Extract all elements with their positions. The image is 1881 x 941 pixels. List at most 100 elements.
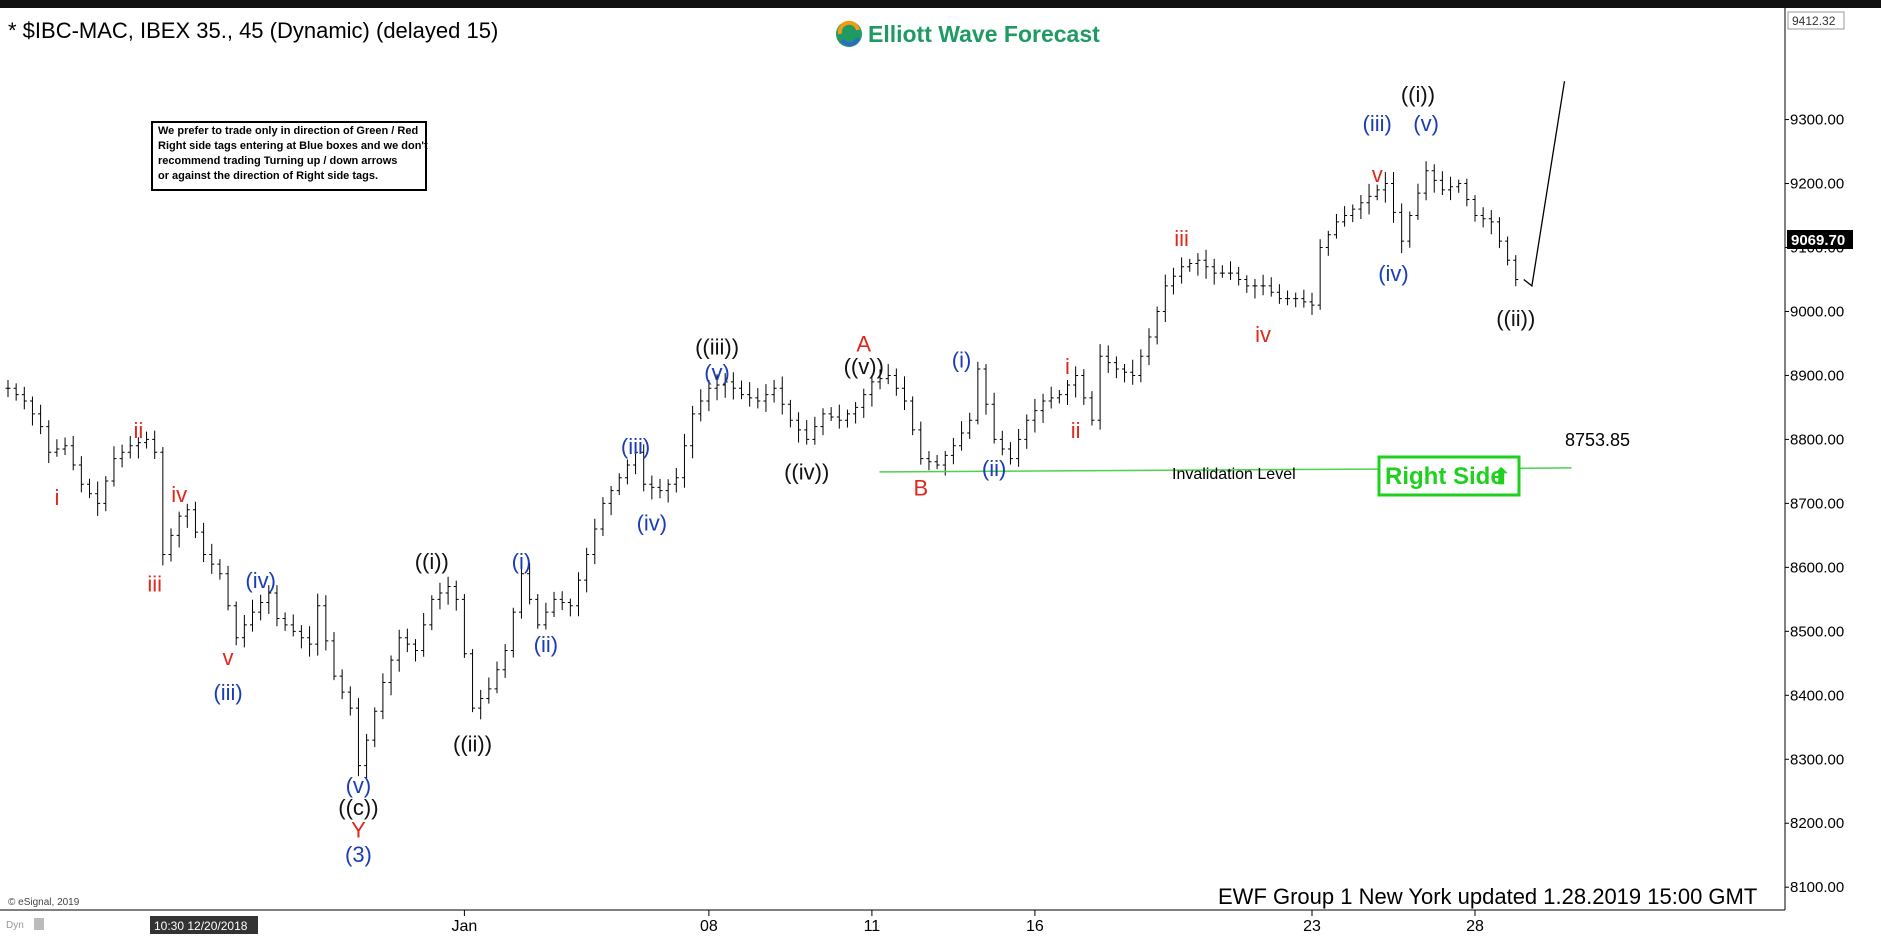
price-tick-label: 8900.00	[1790, 367, 1844, 384]
price-bar	[999, 430, 1005, 456]
chart-title: * $IBC-MAC, IBEX 35., 45 (Dynamic) (dela…	[8, 18, 498, 43]
price-bar	[1203, 249, 1209, 279]
price-bar	[388, 655, 394, 696]
price-bars	[5, 161, 1519, 779]
price-bar	[527, 562, 533, 605]
price-bar	[722, 373, 728, 398]
price-bar	[975, 361, 981, 425]
price-bar	[323, 595, 329, 651]
wave-label: iii	[147, 571, 162, 596]
top-price-box	[1787, 11, 1845, 30]
wave-label: ((c))	[338, 795, 378, 820]
price-bar	[673, 468, 679, 493]
price-bar	[576, 572, 581, 617]
wave-label: v	[1372, 162, 1383, 187]
right-side-tag: Right Side ⬆	[1377, 455, 1521, 497]
dyn-toggle[interactable]	[34, 918, 44, 930]
price-bar	[1293, 292, 1299, 308]
price-bar	[518, 567, 524, 619]
time-axis-ticks: Jan 08 11 16 23 28	[452, 910, 1484, 935]
wave-label: ((ii))	[1496, 306, 1535, 331]
price-bar	[959, 421, 965, 451]
price-bar	[1407, 211, 1413, 248]
wave-label: iv	[171, 482, 187, 507]
wave-label: A	[856, 331, 871, 356]
wave-label: iii	[1174, 226, 1189, 251]
price-tick-label: 8100.00	[1790, 879, 1844, 896]
price-bar	[592, 518, 598, 565]
price-bar	[1268, 277, 1274, 297]
price-bar	[991, 392, 997, 444]
price-bar	[633, 448, 639, 475]
price-bar	[1423, 161, 1429, 201]
price-bar	[282, 612, 288, 631]
wave-label: (iii)	[621, 434, 650, 459]
price-bar	[1236, 267, 1242, 286]
price-bar	[372, 707, 378, 748]
trading-note-line-2: Right side tags entering at Blue boxes a…	[158, 140, 428, 152]
price-bar	[820, 408, 826, 436]
wave-label: (iv)	[1378, 261, 1409, 286]
price-bar	[1325, 230, 1331, 256]
price-bar	[1448, 176, 1454, 201]
price-bar	[1464, 178, 1470, 207]
price-bar	[1162, 274, 1168, 322]
price-bar	[1097, 344, 1103, 430]
price-bar	[1056, 390, 1062, 404]
price-tick-label: 8700.00	[1790, 495, 1844, 512]
price-bar	[649, 475, 655, 500]
price-bar	[87, 478, 92, 499]
wave-label: (iii)	[213, 680, 242, 705]
price-bar	[706, 379, 712, 412]
price-bar	[1105, 345, 1111, 373]
price-bar	[690, 405, 696, 459]
trading-note-box	[151, 121, 427, 191]
time-tick-label: 11	[864, 918, 881, 935]
wave-label: ((v))	[844, 354, 884, 379]
price-bar	[535, 594, 541, 629]
price-bar	[657, 478, 663, 499]
price-bar	[119, 444, 125, 468]
price-bar	[233, 601, 239, 646]
price-bar	[127, 435, 133, 459]
price-bar	[111, 446, 117, 487]
price-bar	[209, 543, 215, 574]
price-bar	[1472, 195, 1478, 222]
trading-note-line-3: recommend trading Turning up / down arro…	[158, 155, 397, 167]
price-bar	[331, 632, 337, 681]
price-bar	[804, 420, 810, 445]
price-bar	[616, 473, 622, 496]
price-bar	[144, 431, 150, 449]
price-tick-label: 8300.00	[1790, 751, 1844, 768]
price-bar	[950, 437, 956, 465]
price-bar	[274, 585, 280, 627]
price-bar	[1391, 172, 1396, 223]
wave-label: iv	[1255, 322, 1271, 347]
price-bar	[1244, 275, 1250, 293]
price-bar	[404, 628, 410, 653]
price-bar	[1024, 414, 1030, 449]
price-bar	[1285, 290, 1291, 306]
price-bar	[812, 416, 818, 445]
price-bar	[1260, 274, 1266, 296]
cursor-time-box	[150, 916, 258, 934]
price-bar	[307, 626, 313, 657]
wave-label: ((iv))	[784, 459, 829, 484]
price-bar	[698, 389, 704, 422]
price-bar	[54, 439, 60, 457]
price-tick-label: 8500.00	[1790, 623, 1844, 640]
wave-label: (iii)	[1363, 111, 1392, 136]
price-bar	[1065, 379, 1070, 405]
price-bar	[1505, 236, 1511, 266]
price-bar	[1040, 393, 1046, 423]
price-bar	[608, 486, 614, 516]
price-bar	[910, 396, 916, 436]
price-bar	[739, 380, 744, 400]
price-bar	[470, 649, 476, 713]
invalidation-level-value: 8753.85	[1565, 430, 1630, 450]
price-tick-label: 9200.00	[1790, 176, 1844, 193]
price-bar	[364, 733, 370, 779]
price-bar	[771, 379, 777, 403]
price-bar	[641, 444, 647, 492]
